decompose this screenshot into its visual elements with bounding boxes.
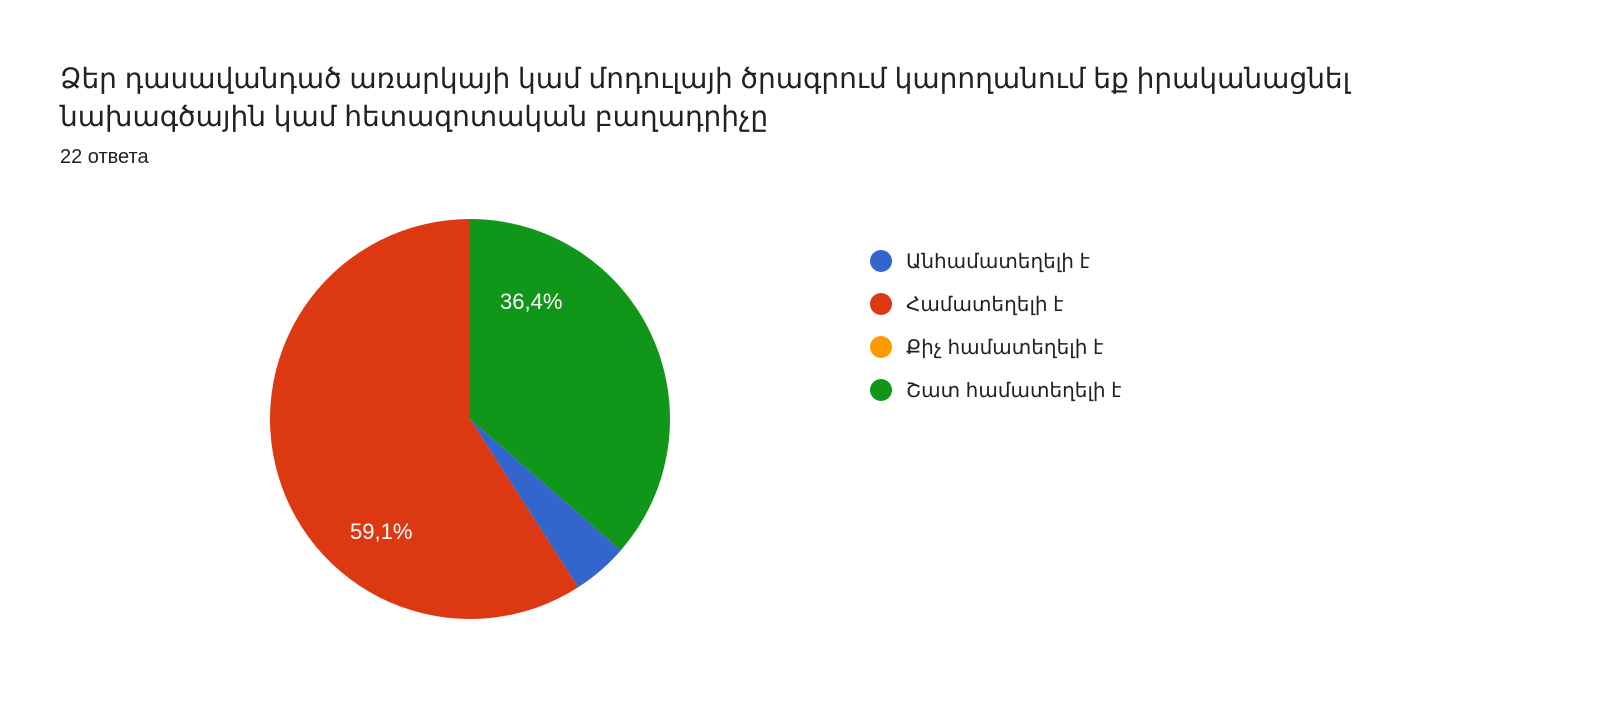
chart-header: Ձեր դասավանդած առարկայի կամ մոդուլայի ծր…: [60, 60, 1540, 169]
chart-title: Ձեր դասավանդած առարկայի կամ մոդուլայի ծր…: [60, 60, 1540, 136]
legend-item: Անհամատեղելի է: [870, 249, 1121, 274]
legend-swatch: [870, 250, 892, 272]
pie-chart: 36,4% 59,1%: [270, 219, 670, 624]
chart-area: 36,4% 59,1% Անհամատեղելի է Համատեղելի է Քիչ…: [60, 209, 1540, 624]
legend: Անհամատեղելի է Համատեղելի է Քիչ համատեղելի…: [870, 219, 1121, 403]
legend-swatch: [870, 293, 892, 315]
legend-item: Քիչ համատեղելի է: [870, 335, 1121, 360]
pie-svg: [270, 219, 670, 619]
legend-label: Համատեղելի է: [906, 292, 1063, 317]
legend-swatch: [870, 336, 892, 358]
slice-label: 36,4%: [500, 289, 562, 315]
legend-label: Անհամատեղելի է: [906, 249, 1090, 274]
legend-item: Շատ համատեղելի է: [870, 378, 1121, 403]
chart-subtitle: 22 ответа: [60, 146, 1540, 169]
slice-label: 59,1%: [350, 519, 412, 545]
legend-label: Քիչ համատեղելի է: [906, 335, 1103, 360]
legend-item: Համատեղելի է: [870, 292, 1121, 317]
legend-swatch: [870, 379, 892, 401]
legend-label: Շատ համատեղելի է: [906, 378, 1121, 403]
